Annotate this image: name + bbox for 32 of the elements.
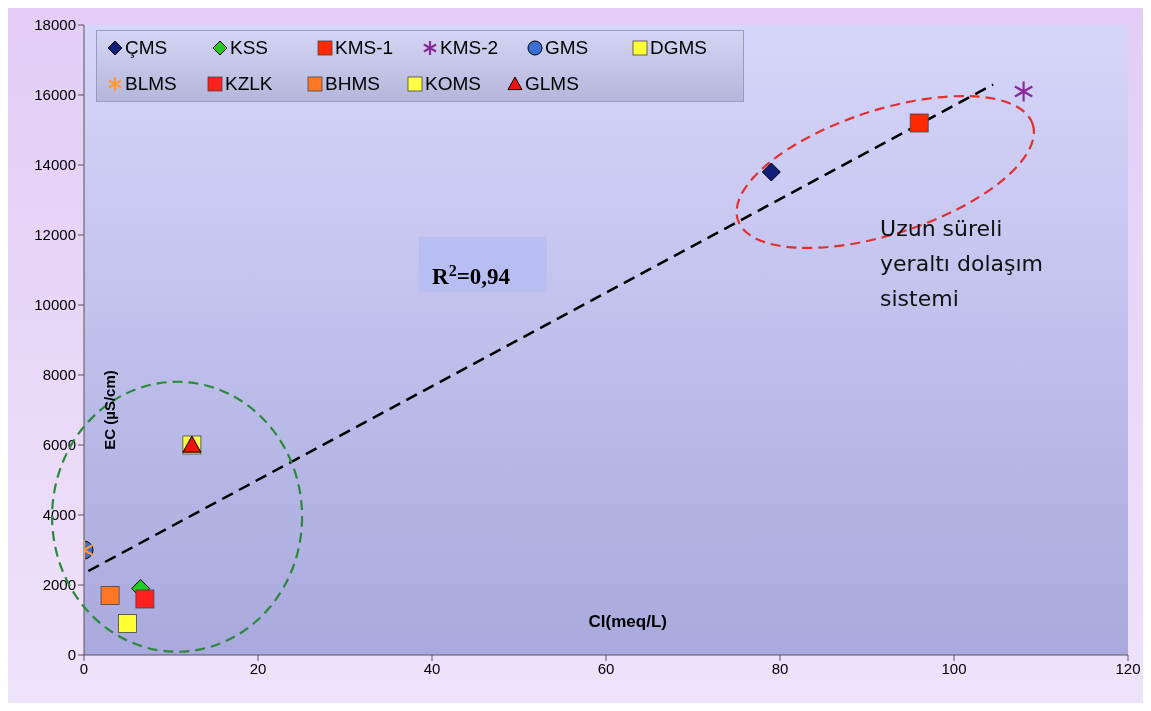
x-tick-label: 120 [1115,659,1141,677]
x-tick-label: 40 [423,659,441,677]
y-tick-label: 8000 [42,366,76,384]
legend-label: KMS-1 [335,37,394,59]
legend-label: BLMS [125,73,177,95]
y-tick-label: 18000 [34,16,76,34]
legend-label: ÇMS [125,37,168,59]
y-axis-title: EC (µS/cm) [101,370,119,450]
annotation: Uzun süreli yeraltı dolaşım sistemi [880,214,1044,313]
legend-label: BHMS [325,73,380,95]
annotation: R$^{2}$=0,94 [432,261,511,289]
y-tick-label: 14000 [34,156,76,174]
legend-label: KOMS [425,73,481,95]
y-tick-label: 0 [67,646,76,664]
y-tick-label: 10000 [34,296,76,314]
legend-label: KSS [230,37,269,59]
x-tick-label: 80 [771,659,789,677]
y-tick-label: 16000 [34,86,76,104]
y-tick-label: 4000 [42,506,76,524]
legend-label: DGMS [650,37,707,59]
x-tick-label: 20 [249,659,267,677]
x-tick-label: 0 [79,659,89,677]
y-tick-label: 12000 [34,226,76,244]
legend-label: KMS-2 [440,37,499,59]
y-tick-label: 2000 [42,576,76,594]
x-tick-label: 100 [941,659,967,677]
x-axis-title: Cl(meq/L) [588,612,667,631]
x-tick-label: 60 [597,659,615,677]
legend-label: GLMS [525,73,579,95]
legend-label: GMS [545,37,589,59]
legend-label: KZLK [225,73,273,95]
y-tick-label: 6000 [42,436,76,454]
